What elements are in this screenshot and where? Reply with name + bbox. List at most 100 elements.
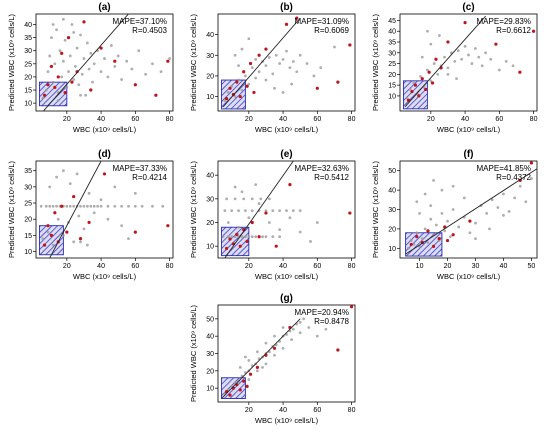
plot-marks [405,161,537,255]
data-point-red [252,90,256,95]
data-point-red [413,83,418,87]
data-point-gray [455,77,458,81]
y-tick-label: 20 [24,217,32,224]
data-point-gray [79,33,82,37]
data-point-red [446,40,450,44]
data-point-gray [237,78,240,82]
data-point-gray [46,70,50,74]
data-point-gray [151,204,154,208]
data-point-gray [51,243,55,247]
data-point-gray [233,197,237,201]
data-point-gray [254,235,258,239]
data-point-gray [264,341,268,345]
data-point-gray [315,221,319,224]
data-point-gray [55,175,58,179]
data-point-gray [130,67,134,71]
data-point-gray [281,346,285,350]
data-point-red [424,87,428,92]
x-tick-label: 30 [472,263,480,270]
data-point-red [238,388,242,392]
data-point-red [431,244,436,248]
panel-6: (f)MAPE=41.85%R=0.4372 10 20 30 40 50 10 20 30 40… [371,149,538,281]
data-point-red [133,83,137,87]
y-tick-label: 30 [206,351,214,358]
x-tick-label: 60 [313,407,321,414]
x-axis-label: WBC (x10⁹ cells/L) [437,272,501,281]
y-axis-label: Predicted WBC (x10⁹ cells/L) [189,161,198,258]
data-point-gray [281,91,285,94]
data-point-gray [230,209,234,213]
data-point-gray [67,70,70,74]
y-tick-label: 30 [206,53,214,60]
data-point-red [463,21,467,25]
x-axis-label: WBC (x10⁹ cells/L) [73,272,137,281]
data-point-red [315,86,319,90]
data-point-red [238,244,242,248]
data-point-gray [82,204,86,208]
data-point-gray [432,179,435,182]
y-tick-label: 10 [206,94,214,101]
data-point-red [53,211,57,215]
x-tick-label: 40 [500,263,508,270]
y-tick-label: 35 [24,168,32,175]
data-point-gray [127,237,130,241]
data-point-red [518,70,522,74]
data-point-gray [68,204,72,208]
panel-letter: (b) [280,2,293,13]
x-axis-label: WBC (x10⁹ cells/L) [73,125,137,134]
data-point-gray [497,68,501,72]
plot-marks [41,14,171,111]
y-tick-label: 20 [24,74,32,81]
data-point-gray [418,211,421,215]
data-point-gray [467,53,470,57]
fit-line [405,168,537,255]
data-point-gray [46,230,50,234]
data-point-red [349,305,354,309]
data-point-gray [264,235,268,239]
y-tick-label: 50 [206,316,214,323]
x-tick-label: 10 [416,263,424,270]
data-point-gray [446,72,450,76]
data-point-gray [237,225,240,229]
data-point-gray [225,197,228,201]
data-point-gray [237,64,240,67]
data-point-gray [319,66,323,70]
data-point-gray [285,49,288,53]
data-point-gray [44,204,48,208]
data-point-gray [84,93,88,97]
data-point-gray [250,66,254,70]
data-point-red [166,59,170,63]
data-point-red [426,229,430,233]
fit-line [42,14,129,111]
data-point-red [348,211,352,215]
data-point-gray [50,36,53,39]
data-point-gray [240,235,244,239]
data-point-red [257,53,261,57]
data-point-gray [291,209,295,213]
data-point-gray [63,38,67,42]
y-axis-label: Predicted WBC (x10⁹ cells/L) [371,161,380,258]
data-point-red [437,237,441,241]
data-point-gray [99,204,103,208]
data-point-gray [412,243,416,246]
data-point-gray [513,196,517,200]
plot-marks [221,161,352,258]
x-tick-label: 40 [97,263,105,270]
data-point-red [46,83,50,87]
data-point-gray [72,204,76,208]
data-point-gray [116,54,120,58]
data-point-gray [120,78,124,81]
data-point-gray [77,83,81,87]
reference-box [220,226,250,257]
data-point-gray [62,169,65,173]
data-point-red [409,242,413,247]
data-point-red [224,97,229,101]
data-point-red [242,379,246,383]
data-point-gray [48,185,52,189]
y-tick-label: 10 [24,249,32,256]
data-point-gray [62,59,65,63]
data-point-gray [247,37,251,41]
data-point-gray [255,369,259,373]
data-point-gray [490,198,494,202]
